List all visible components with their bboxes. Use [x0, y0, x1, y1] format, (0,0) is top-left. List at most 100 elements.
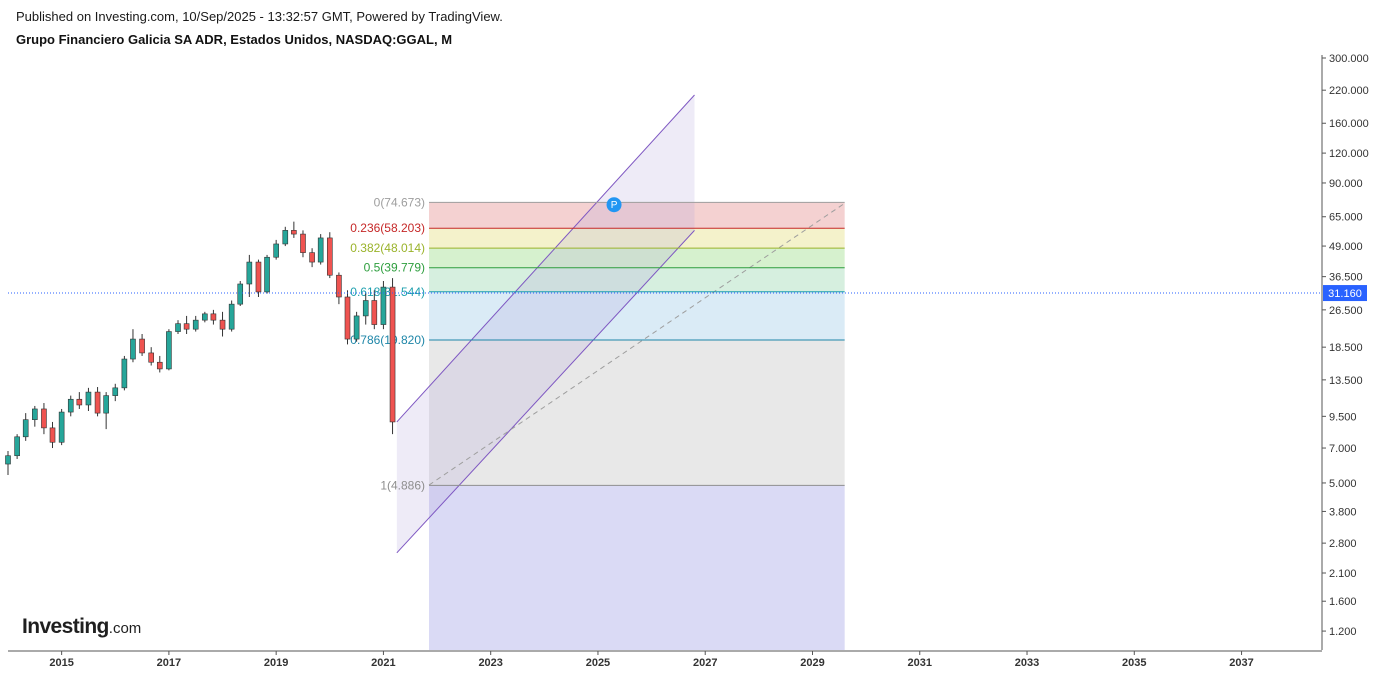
candle — [291, 221, 297, 238]
candle-body — [202, 313, 208, 321]
y-tick-label: 49.000 — [1329, 241, 1363, 253]
candle — [175, 320, 181, 335]
candle — [326, 232, 333, 279]
y-tick-label: 18.500 — [1329, 342, 1363, 354]
candle — [246, 254, 253, 297]
candle-body — [228, 303, 235, 330]
x-tick-label: 2025 — [586, 657, 610, 669]
candle-body — [14, 436, 20, 457]
x-tick-label: 2023 — [478, 657, 502, 669]
candle-body — [130, 338, 136, 360]
candle-body — [219, 319, 226, 330]
channel-midline — [428, 202, 845, 486]
candle-body — [353, 315, 360, 340]
x-tick-label: 2033 — [1015, 657, 1039, 669]
candle — [85, 387, 92, 412]
candle — [228, 300, 235, 332]
channel-upper-line — [396, 94, 695, 423]
x-tick-label: 2035 — [1122, 657, 1146, 669]
candle-body — [273, 243, 279, 258]
x-tick-label: 2021 — [371, 657, 395, 669]
candle-body — [94, 391, 101, 414]
candle — [112, 383, 119, 402]
candle-body — [326, 237, 333, 276]
fibonacci-levels: 0(74.673) 0.236(58.203) 0.382(48.014) 0.5(3… — [350, 195, 845, 492]
candle-body — [192, 319, 199, 330]
fib-zone-0 — [429, 202, 845, 229]
fib-label-0.382: 0.382(48.014) — [350, 241, 425, 255]
candle — [309, 248, 315, 268]
y-tick-label: 7.000 — [1329, 443, 1357, 455]
y-axis-ticks: 300.000 220.000 160.000 120.000 90.000 65.000… — [1322, 53, 1369, 638]
last-price-tag — [1323, 285, 1367, 302]
x-tick-label: 2015 — [49, 657, 73, 669]
y-tick-label: 3.800 — [1329, 506, 1357, 518]
fib-label-0: 0(74.673) — [374, 195, 425, 209]
candle-body — [49, 427, 56, 443]
y-tick-label: 65.000 — [1329, 212, 1363, 224]
candle-body — [336, 274, 342, 298]
y-tick-label: 1.600 — [1329, 596, 1357, 608]
investing-logo: Investing.com — [22, 615, 141, 639]
candle — [103, 392, 109, 430]
candle-body — [246, 261, 253, 285]
candle — [156, 355, 163, 373]
fib-label-0.5: 0.5(39.779) — [364, 261, 425, 275]
candle-body — [156, 361, 163, 370]
fibonacci-fills — [429, 202, 845, 650]
candle — [94, 387, 101, 417]
fib-zone-0.236 — [429, 228, 845, 249]
fib-zone-0.382 — [429, 248, 845, 268]
candle — [202, 311, 208, 323]
candle — [282, 226, 289, 247]
candle-body — [291, 230, 297, 235]
candle-body — [255, 261, 262, 293]
candle-body — [317, 237, 324, 263]
candle-body — [85, 391, 92, 406]
price-channel — [396, 94, 845, 554]
candle — [237, 280, 244, 307]
candle — [166, 329, 172, 371]
candle — [317, 234, 324, 265]
last-price-line: 31.160 — [8, 285, 1367, 302]
y-tick-label: 26.500 — [1329, 305, 1363, 317]
candle — [139, 334, 145, 356]
candle-body — [32, 408, 38, 420]
x-tick-label: 2029 — [800, 657, 824, 669]
candle-body — [300, 233, 306, 253]
marker-circle — [606, 197, 622, 213]
candle-body — [67, 398, 74, 413]
candle-body — [41, 408, 47, 429]
axes — [8, 55, 1323, 652]
fib-label-1: 1(4.886) — [380, 478, 425, 492]
candle-body — [112, 387, 119, 396]
candle-body — [344, 296, 351, 340]
candle — [389, 278, 396, 435]
candle — [336, 272, 342, 305]
fib-zone-1 — [429, 485, 845, 650]
candle-body — [371, 300, 378, 325]
y-tick-label: 2.800 — [1329, 538, 1357, 550]
channel-shade — [396, 95, 695, 553]
candle-body — [22, 419, 29, 438]
symbol-title: Grupo Financiero Galicia SA ADR, Estados… — [16, 32, 453, 47]
y-tick-label: 120.000 — [1329, 148, 1369, 160]
candle-body — [76, 398, 83, 406]
candle — [344, 290, 351, 345]
fib-label-0.618: 0.618(31.544) — [350, 285, 425, 299]
candle-body — [166, 331, 172, 370]
candle — [362, 293, 369, 325]
x-tick-label: 2037 — [1229, 657, 1253, 669]
y-tick-label: 1.200 — [1329, 626, 1357, 638]
channel-lower-line — [396, 230, 695, 554]
y-tick-label: 9.500 — [1329, 411, 1357, 423]
fib-label-0.786: 0.786(19.820) — [350, 333, 425, 347]
candle — [32, 405, 38, 427]
logo-brand: Investing — [22, 615, 109, 638]
x-axis-ticks: 2015 2017 2019 2021 2023 2025 2027 2029 2031 2033… — [49, 651, 1254, 669]
candle-body — [139, 338, 145, 354]
candle — [121, 355, 128, 391]
last-price-label: 31.160 — [1328, 288, 1362, 300]
x-tick-label: 2019 — [264, 657, 288, 669]
